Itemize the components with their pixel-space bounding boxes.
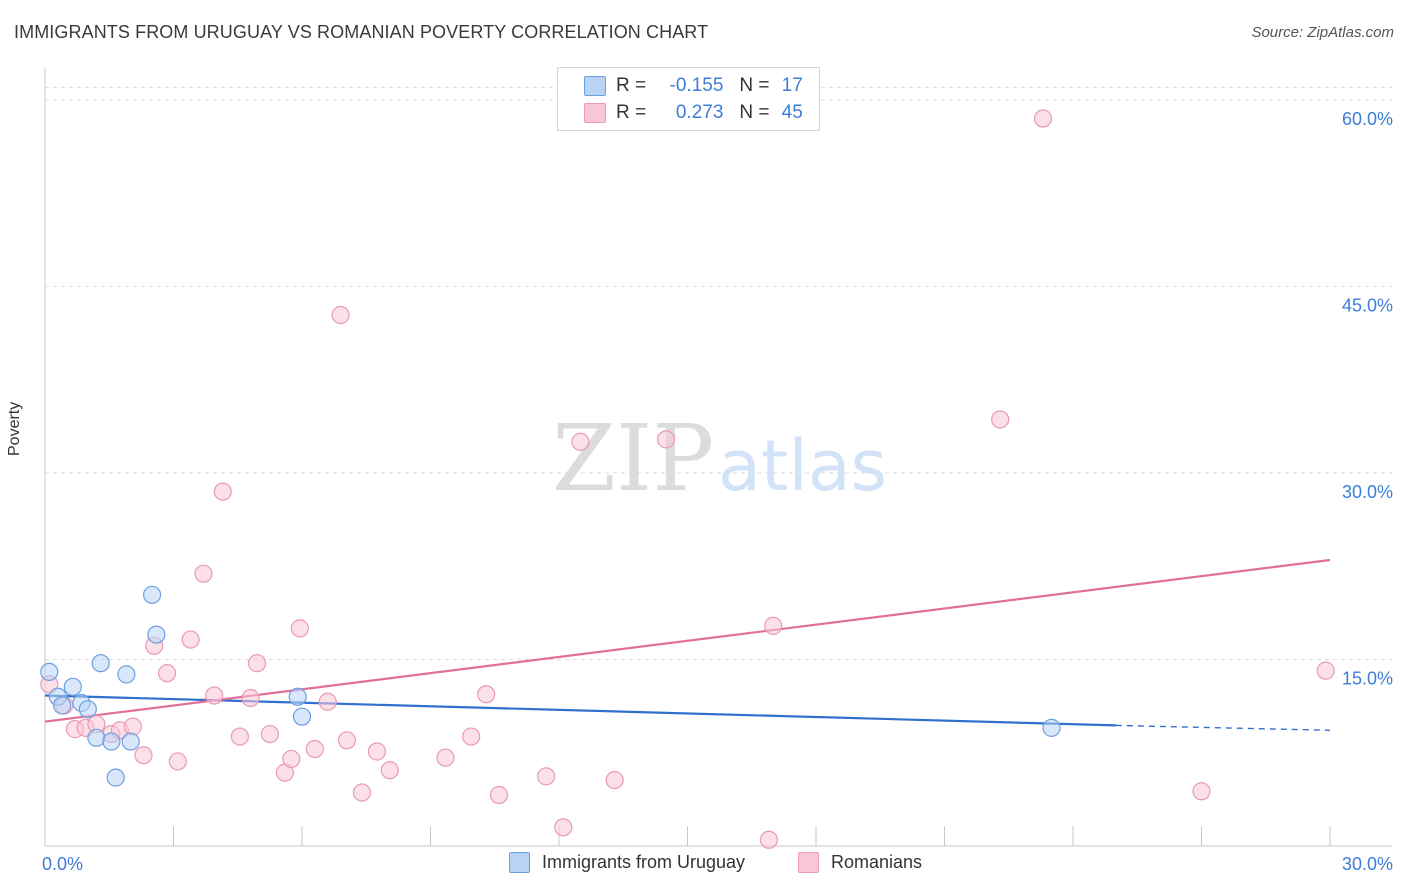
point-uruguay bbox=[1042, 718, 1061, 737]
point-romanians bbox=[571, 432, 590, 451]
source-note: Source: ZipAtlas.com bbox=[1251, 24, 1394, 41]
point-romanians bbox=[247, 654, 267, 673]
point-uruguay bbox=[63, 677, 82, 696]
point-romanians bbox=[318, 692, 337, 711]
point-romanians bbox=[282, 749, 301, 769]
point-romanians bbox=[337, 731, 357, 750]
y-tick-label: 30.0% bbox=[1342, 482, 1393, 502]
trend-line-uruguay bbox=[44, 694, 1116, 727]
legend-n-value: 45 bbox=[781, 102, 803, 123]
legend-r-value: -0.155 bbox=[669, 75, 724, 96]
legend-n-value: 17 bbox=[781, 75, 803, 96]
point-uruguay bbox=[102, 732, 121, 751]
watermark: ZIP atlas bbox=[552, 405, 887, 512]
point-romanians bbox=[194, 564, 213, 583]
point-romanians bbox=[181, 630, 200, 649]
legend-row-uruguay: R = -0.155 N = 17 bbox=[616, 73, 803, 99]
point-romanians bbox=[605, 770, 624, 790]
point-uruguay bbox=[117, 665, 136, 684]
point-uruguay bbox=[106, 768, 125, 787]
point-romanians bbox=[331, 305, 350, 325]
point-uruguay bbox=[142, 585, 162, 604]
legend-n-label: N = bbox=[739, 75, 770, 96]
point-romanians bbox=[134, 746, 153, 765]
watermark-zip: ZIP bbox=[552, 405, 714, 512]
point-uruguay bbox=[121, 732, 140, 751]
y-tick-label: 15.0% bbox=[1342, 668, 1393, 688]
legend-n-label: N = bbox=[739, 102, 770, 123]
bottom-legend-swatch-romanians bbox=[798, 852, 819, 873]
point-romanians bbox=[477, 685, 496, 704]
point-romanians bbox=[380, 761, 399, 780]
trend-line-romanians bbox=[44, 558, 1331, 723]
point-romanians bbox=[991, 410, 1010, 429]
point-romanians bbox=[1033, 109, 1053, 128]
point-romanians bbox=[213, 482, 232, 501]
point-romanians bbox=[157, 664, 177, 683]
point-romanians bbox=[1192, 782, 1211, 801]
point-uruguay bbox=[292, 707, 312, 726]
point-romanians bbox=[1316, 661, 1335, 680]
data-points bbox=[40, 109, 1335, 849]
point-uruguay bbox=[288, 687, 307, 706]
legend-r-value: 0.273 bbox=[675, 102, 724, 123]
point-romanians bbox=[554, 818, 573, 837]
point-romanians bbox=[367, 742, 387, 761]
point-romanians bbox=[123, 717, 142, 736]
bottom-legend-label-uruguay: Immigrants from Uruguay bbox=[542, 852, 746, 872]
watermark-atlas: atlas bbox=[718, 425, 887, 507]
legend-r-label: R = bbox=[616, 75, 647, 96]
point-romanians bbox=[241, 688, 260, 708]
x-tick-label: 0.0% bbox=[42, 854, 83, 874]
y-tick-label: 45.0% bbox=[1342, 295, 1393, 315]
tick-labels: 15.0% 30.0% 45.0% 60.0% 0.0% 30.0% bbox=[42, 109, 1393, 874]
point-romanians bbox=[656, 430, 676, 449]
point-romanians bbox=[352, 783, 372, 802]
point-romanians bbox=[168, 752, 187, 771]
point-uruguay bbox=[53, 696, 72, 715]
point-uruguay bbox=[147, 625, 166, 644]
x-tick-label: 30.0% bbox=[1342, 854, 1393, 874]
trend-line-uruguay-extension bbox=[1115, 724, 1331, 732]
bottom-legend-label-romanians: Romanians bbox=[831, 852, 923, 872]
point-romanians bbox=[260, 724, 279, 744]
y-tick-label: 60.0% bbox=[1342, 109, 1393, 129]
legend-swatch-uruguay bbox=[584, 76, 606, 96]
legend-r-label: R = bbox=[616, 102, 647, 123]
bottom-legend-romanians[interactable]: Romanians bbox=[798, 852, 922, 873]
point-uruguay bbox=[78, 700, 97, 719]
trend-lines bbox=[44, 558, 1331, 732]
point-romanians bbox=[537, 767, 556, 786]
point-romanians bbox=[305, 739, 324, 759]
point-uruguay bbox=[91, 654, 110, 673]
point-romanians bbox=[759, 830, 778, 849]
point-romanians bbox=[462, 727, 481, 746]
point-romanians bbox=[764, 616, 783, 635]
point-romanians bbox=[436, 748, 455, 767]
bottom-legend-uruguay[interactable]: Immigrants from Uruguay bbox=[509, 852, 745, 873]
chart-title: IMMIGRANTS FROM URUGUAY VS ROMANIAN POVE… bbox=[14, 22, 709, 42]
point-uruguay bbox=[40, 662, 59, 682]
gridlines bbox=[45, 86, 1392, 660]
point-uruguay bbox=[87, 728, 106, 747]
bottom-legend-swatch-uruguay bbox=[509, 852, 530, 873]
point-romanians bbox=[205, 686, 224, 705]
point-romanians bbox=[230, 727, 249, 746]
point-romanians bbox=[290, 619, 309, 638]
axes bbox=[44, 68, 1392, 847]
legend-row-romanians: R = 0.273 N = 45 bbox=[616, 100, 803, 126]
legend-swatch-romanians bbox=[584, 103, 606, 123]
point-romanians bbox=[489, 785, 509, 805]
